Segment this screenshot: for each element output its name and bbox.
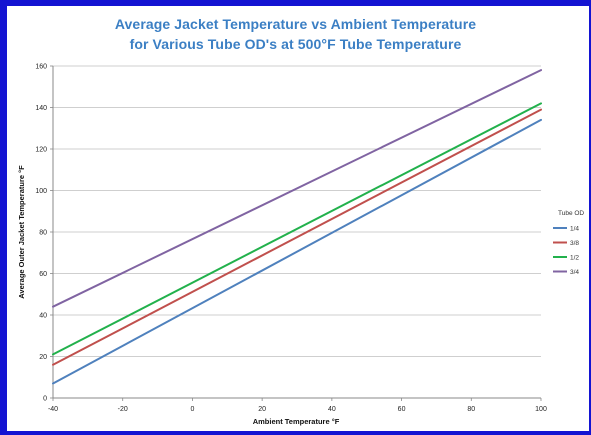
chart-title-line-2: for Various Tube OD's at 500°F Tube Temp…	[129, 36, 462, 52]
series-line-4	[52, 69, 542, 308]
y-tick-label: 120	[35, 147, 47, 154]
x-tick-label: -40	[48, 406, 58, 413]
y-tick-label: 140	[35, 105, 47, 112]
series-lines	[52, 69, 542, 385]
legend-label-1: 1/4	[570, 225, 579, 232]
legend-label-2: 3/8	[570, 240, 579, 247]
y-tick-label: 40	[39, 313, 47, 320]
y-tick-label: 0	[43, 396, 47, 403]
y-tick-label: 80	[39, 230, 47, 237]
y-axis-title: Average Outer Jacket Temperature °F	[17, 165, 26, 299]
series-line-3	[52, 102, 542, 356]
grid-lines	[53, 65, 541, 357]
axes	[50, 65, 542, 401]
chart-title-line-1: Average Jacket Temperature vs Ambient Te…	[114, 16, 477, 32]
x-tick-label: 20	[258, 406, 266, 413]
legend-label-3: 1/2	[570, 254, 579, 261]
legend: Tube OD 1/4 3/8 1/2 3/4	[553, 210, 584, 276]
x-tick-label: 100	[535, 406, 547, 413]
tick-labels: 0 20 40 60 80 100 120 140 160 -40 -20 0 20 40 60 80 100	[35, 64, 547, 414]
y-tick-label: 60	[39, 271, 47, 278]
x-tick-label: 0	[190, 406, 194, 413]
x-tick-label: 80	[467, 406, 475, 413]
legend-title: Tube OD	[558, 210, 584, 217]
y-tick-label: 100	[35, 188, 47, 195]
y-tick-label: 20	[39, 354, 47, 361]
series-line-2	[52, 108, 542, 366]
x-axis-title: Ambient Temperature °F	[253, 417, 340, 426]
y-tick-label: 160	[35, 64, 47, 71]
x-tick-label: 60	[398, 406, 406, 413]
x-tick-label: 40	[328, 406, 336, 413]
legend-label-4: 3/4	[570, 269, 579, 276]
series-line-1	[52, 118, 542, 385]
x-tick-label: -20	[118, 406, 128, 413]
